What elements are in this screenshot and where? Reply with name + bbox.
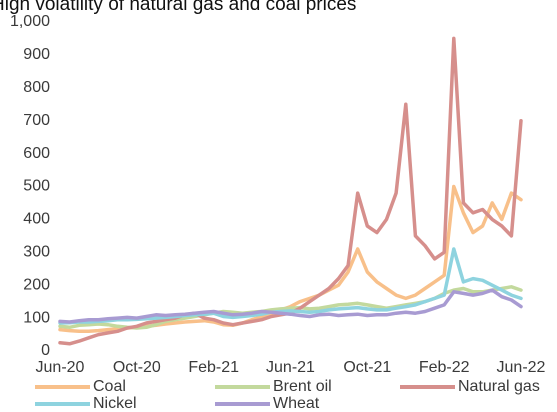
x-tick-label: Oct-21 [343, 359, 391, 376]
x-tick-label: Feb-22 [419, 359, 470, 376]
series-line [58, 247, 523, 325]
x-tick-label: Jun-20 [36, 359, 85, 376]
y-tick-label: 1,000 [10, 13, 50, 30]
y-tick-label: 500 [23, 178, 50, 195]
legend-label: Nickel [93, 395, 137, 412]
chart-title: High volatility of natural gas and coal … [0, 0, 356, 15]
x-tick-label: Feb-21 [188, 359, 239, 376]
y-tick-label: 900 [23, 46, 50, 63]
y-tick-label: 700 [23, 112, 50, 129]
y-tick-label: 300 [23, 244, 50, 261]
y-tick-label: 0 [41, 342, 50, 359]
y-tick-label: 600 [23, 145, 50, 162]
y-tick-label: 100 [23, 309, 50, 326]
y-tick-label: 200 [23, 276, 50, 293]
x-tick-label: Oct-20 [113, 359, 161, 376]
y-tick-label: 800 [23, 79, 50, 96]
legend-label: Brent oil [273, 378, 332, 395]
series-line [58, 288, 523, 324]
x-tick-label: Jun-22 [497, 359, 546, 376]
legend-label: Natural gas [458, 378, 540, 395]
x-tick-label: Jun-21 [266, 359, 315, 376]
y-tick-label: 400 [23, 211, 50, 228]
legend-label: Wheat [273, 395, 320, 412]
legend-label: Coal [93, 378, 126, 395]
